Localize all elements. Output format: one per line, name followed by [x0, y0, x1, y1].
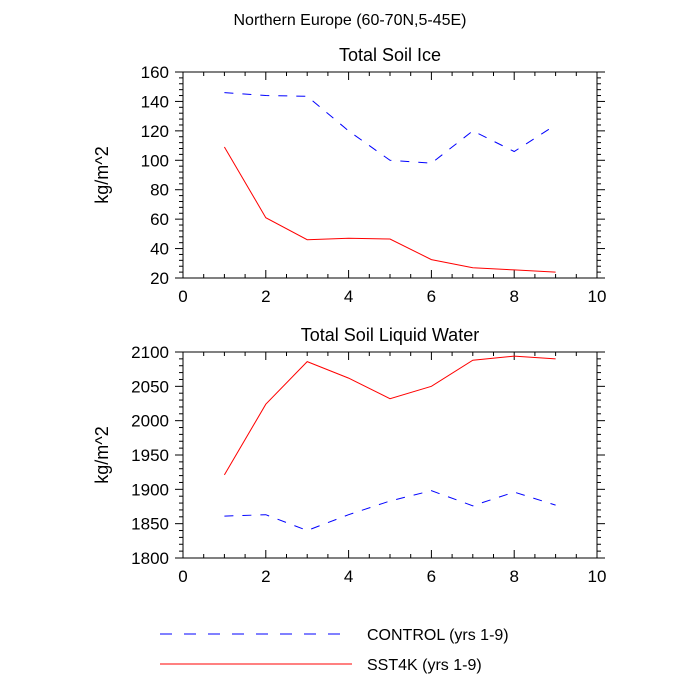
y-tick-label: 1800: [131, 549, 169, 568]
y-tick-label: 120: [141, 122, 169, 141]
y-tick-label: 2100: [131, 343, 169, 362]
legend-label: SST4K (yrs 1-9): [367, 657, 482, 674]
x-tick-label: 6: [427, 567, 436, 586]
y-tick-label: 100: [141, 151, 169, 170]
x-tick-label: 0: [178, 567, 187, 586]
panel-title: Total Soil Ice: [339, 45, 441, 65]
panel-total-soil-liquid-water: Total Soil Liquid Water kg/m^2 0 2 4 6 8 10 1800…: [92, 325, 606, 586]
x-tick-label: 4: [344, 287, 353, 306]
series-line-sst4k: [223, 146, 556, 273]
y-tick-label: 160: [141, 63, 169, 82]
y-tick-label: 2050: [131, 377, 169, 396]
x-tick-label: 8: [509, 567, 518, 586]
x-tick-label: 8: [509, 287, 518, 306]
series-line-control: [224, 92, 556, 164]
x-tick-label: 10: [588, 287, 607, 306]
y-tick-label: 1950: [131, 446, 169, 465]
x-tick-label: 2: [261, 287, 270, 306]
x-tick-label: 10: [588, 567, 607, 586]
legend-label: CONTROL (yrs 1-9): [367, 627, 509, 644]
y-tick-label: 60: [150, 210, 169, 229]
y-axis-title: kg/m^2: [92, 146, 112, 203]
y-axis-title: kg/m^2: [92, 426, 112, 483]
x-tick-label: 2: [261, 567, 270, 586]
plot-frame: [182, 351, 598, 559]
y-tick-label: 1850: [131, 515, 169, 534]
y-tick-label: 1900: [131, 480, 169, 499]
series-line-sst4k: [223, 355, 556, 476]
x-tick-label: 4: [344, 567, 353, 586]
y-tick-label: 40: [150, 240, 169, 259]
y-tick-label: 140: [141, 92, 169, 111]
y-tick-label: 20: [150, 269, 169, 288]
panel-total-soil-ice: Total Soil Ice kg/m^2 0 2 4 6 8 10 20 40 60 80 100 12…: [92, 45, 606, 306]
series-line-control: [224, 490, 556, 532]
x-tick-label: 0: [178, 287, 187, 306]
panel-title: Total Soil Liquid Water: [301, 325, 479, 345]
y-tick-label: 2000: [131, 412, 169, 431]
legend: CONTROL (yrs 1-9) SST4K (yrs 1-9): [160, 627, 509, 674]
x-tick-label: 6: [427, 287, 436, 306]
y-tick-label: 80: [150, 181, 169, 200]
plot-frame: [182, 71, 598, 279]
main-title: Northern Europe (60-70N,5-45E): [233, 12, 466, 29]
